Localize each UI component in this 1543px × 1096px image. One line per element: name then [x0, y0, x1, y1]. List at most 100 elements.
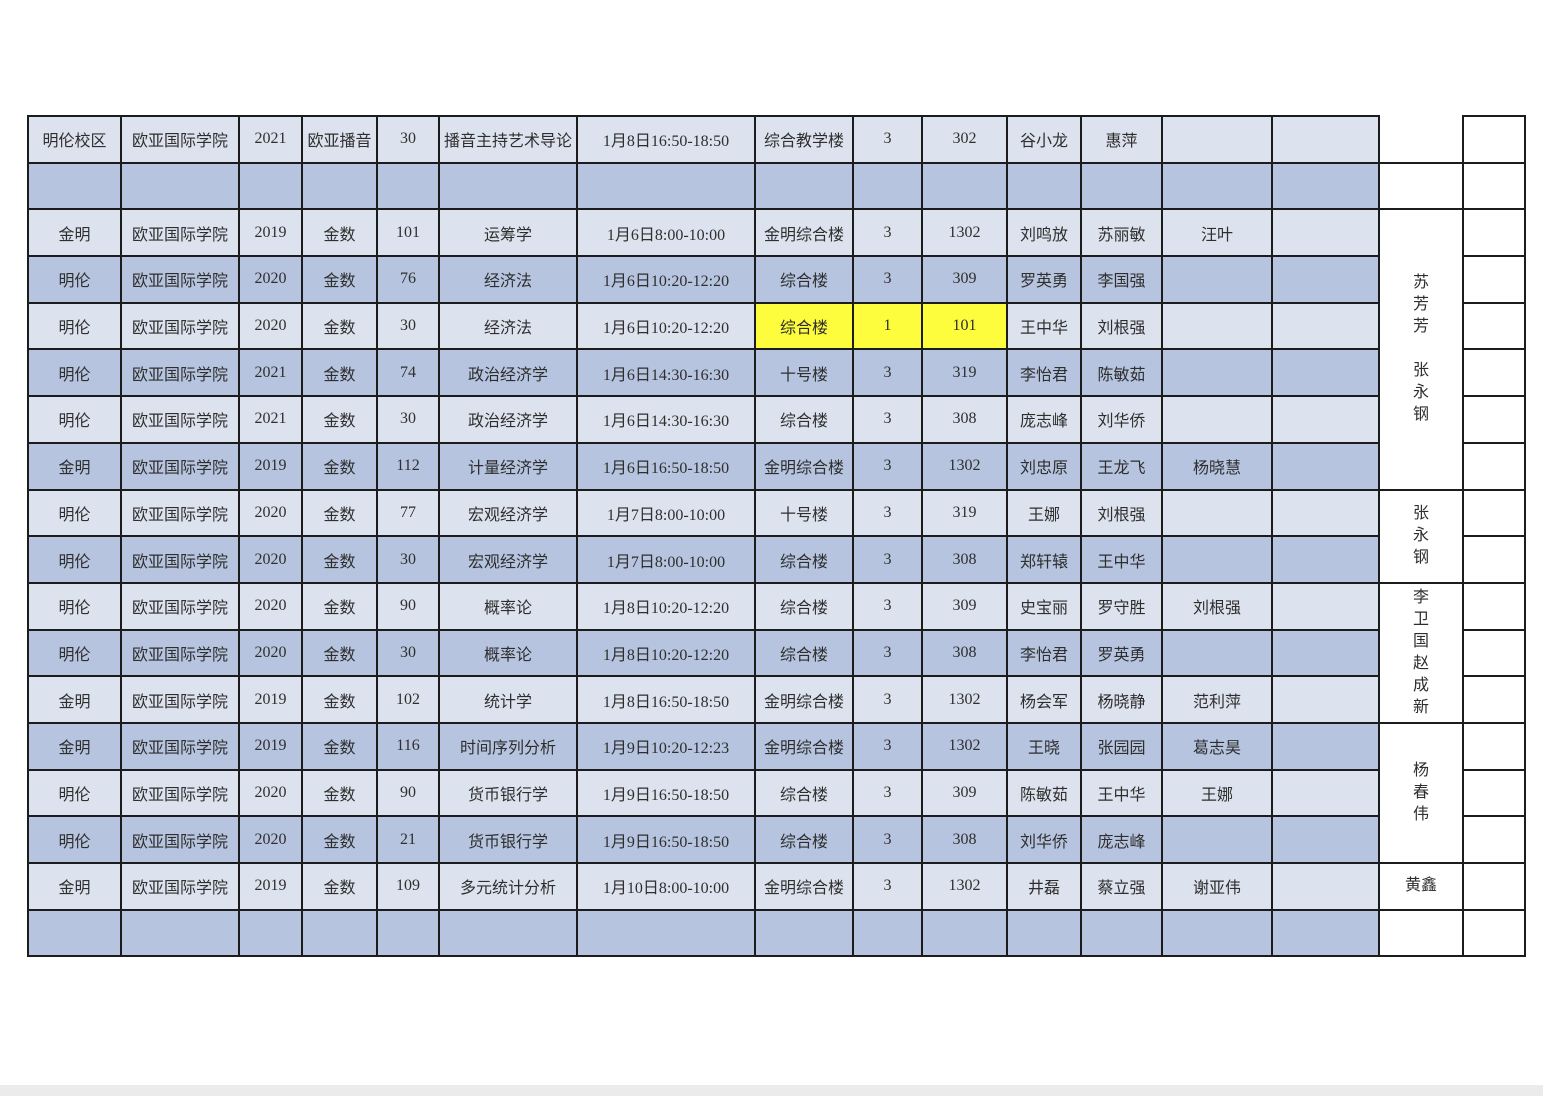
cell-count: 90 — [376, 581, 440, 631]
cell-building: 金明综合楼 — [754, 862, 854, 911]
cell-floor: 3 — [852, 441, 923, 491]
cell-invigilator3 — [1161, 815, 1273, 864]
cell-invigilator3 — [1161, 255, 1273, 304]
cell-time: 1月8日10:20-12:20 — [576, 581, 756, 631]
cell-count: 30 — [376, 395, 440, 444]
cell-college: 欧亚国际学院 — [120, 862, 240, 911]
cell-right-margin — [1462, 908, 1526, 958]
cell-time: 1月9日16:50-18:50 — [576, 768, 756, 818]
cell-room: 308 — [921, 815, 1008, 864]
cell-right-margin — [1462, 628, 1526, 678]
cell-room: 1302 — [921, 441, 1008, 491]
cell-floor: 3 — [852, 815, 923, 864]
cell-grade: 2020 — [238, 535, 303, 584]
cell-blank — [1271, 908, 1380, 958]
cell-invigilator2: 蔡立强 — [1080, 862, 1163, 911]
cell-invigilator2: 李国强 — [1080, 255, 1163, 304]
cell-right-margin — [1462, 348, 1526, 398]
cell-count: 30 — [376, 115, 440, 164]
cell-college — [120, 908, 240, 958]
cell-right-margin — [1462, 535, 1526, 584]
cell-time: 1月10日8:00-10:00 — [576, 862, 756, 911]
cell-time: 1月6日14:30-16:30 — [576, 395, 756, 444]
cell-grade: 2020 — [238, 581, 303, 631]
cell-course: 宏观经济学 — [438, 535, 578, 584]
cell-time: 1月6日10:20-12:20 — [576, 301, 756, 351]
cell-floor — [852, 161, 923, 211]
cell-room: 319 — [921, 348, 1008, 398]
cell-blank — [1271, 815, 1380, 864]
cell-right-margin — [1462, 255, 1526, 304]
cell-right-margin — [1462, 675, 1526, 724]
cell-college: 欧亚国际学院 — [120, 255, 240, 304]
cell-patrol-inspector: 李 卫 国 赵 成 新 — [1378, 581, 1464, 724]
cell-major: 金数 — [301, 535, 378, 584]
cell-major: 金数 — [301, 815, 378, 864]
cell-invigilator3: 葛志昊 — [1161, 721, 1273, 771]
cell-major: 金数 — [301, 348, 378, 398]
cell-grade: 2020 — [238, 768, 303, 818]
cell-invigilator2: 苏丽敏 — [1080, 208, 1163, 258]
cell-right-margin — [1462, 862, 1526, 911]
cell-grade: 2019 — [238, 862, 303, 911]
cell-floor: 3 — [852, 348, 923, 398]
cell-invigilator3: 谢亚伟 — [1161, 862, 1273, 911]
cell-campus: 明伦 — [27, 628, 122, 678]
cell-room: 308 — [921, 395, 1008, 444]
cell-course: 经济法 — [438, 301, 578, 351]
cell-floor: 3 — [852, 535, 923, 584]
cell-room: 1302 — [921, 862, 1008, 911]
cell-campus — [27, 908, 122, 958]
cell-building: 综合楼 — [754, 768, 854, 818]
cell-floor: 3 — [852, 488, 923, 538]
cell-college: 欧亚国际学院 — [120, 348, 240, 398]
cell-invigilator3 — [1161, 348, 1273, 398]
cell-campus: 明伦 — [27, 488, 122, 538]
cell-course: 货币银行学 — [438, 768, 578, 818]
cell-campus — [27, 161, 122, 211]
cell-time: 1月7日8:00-10:00 — [576, 535, 756, 584]
cell-invigilator2 — [1080, 161, 1163, 211]
cell-college: 欧亚国际学院 — [120, 628, 240, 678]
cell-college: 欧亚国际学院 — [120, 721, 240, 771]
cell-grade: 2020 — [238, 628, 303, 678]
cell-invigilator1: 王晓 — [1006, 721, 1082, 771]
cell-building: 十号楼 — [754, 488, 854, 538]
cell-invigilator3 — [1161, 488, 1273, 538]
cell-course: 运筹学 — [438, 208, 578, 258]
cell-campus: 金明 — [27, 441, 122, 491]
cell-room: 308 — [921, 535, 1008, 584]
cell-major: 金数 — [301, 395, 378, 444]
table-row: 金明 欧亚国际学院 2019 金数 102 统计学 1月8日16:50-18:50 金明综合楼… — [27, 675, 1526, 724]
cell-invigilator3 — [1161, 301, 1273, 351]
cell-grade: 2020 — [238, 815, 303, 864]
cell-campus: 金明 — [27, 721, 122, 771]
cell-major — [301, 161, 378, 211]
cell-invigilator1: 井磊 — [1006, 862, 1082, 911]
cell-invigilator3: 范利萍 — [1161, 675, 1273, 724]
cell-course: 播音主持艺术导论 — [438, 115, 578, 164]
cell-invigilator3 — [1161, 395, 1273, 444]
cell-blank — [1271, 301, 1380, 351]
cell-invigilator3 — [1161, 535, 1273, 584]
cell-course: 概率论 — [438, 581, 578, 631]
table-row — [27, 161, 1526, 211]
cell-building: 综合楼 — [754, 815, 854, 864]
cell-floor — [852, 908, 923, 958]
cell-blank — [1271, 488, 1380, 538]
cell-invigilator2: 罗守胜 — [1080, 581, 1163, 631]
cell-grade: 2019 — [238, 441, 303, 491]
cell-room: 101 — [921, 301, 1008, 351]
cell-course: 政治经济学 — [438, 348, 578, 398]
cell-campus: 明伦校区 — [27, 115, 122, 164]
cell-time — [576, 908, 756, 958]
cell-building: 金明综合楼 — [754, 721, 854, 771]
cell-grade: 2020 — [238, 255, 303, 304]
cell-floor: 3 — [852, 628, 923, 678]
cell-floor: 3 — [852, 255, 923, 304]
cell-major: 金数 — [301, 768, 378, 818]
table-row: 金明 欧亚国际学院 2019 金数 116 时间序列分析 1月9日10:20-12:23 金明… — [27, 721, 1526, 865]
cell-blank — [1271, 675, 1380, 724]
cell-patrol-inspector: 苏 芳 芳 张 永 钢 — [1378, 208, 1464, 491]
cell-invigilator1: 史宝丽 — [1006, 581, 1082, 631]
